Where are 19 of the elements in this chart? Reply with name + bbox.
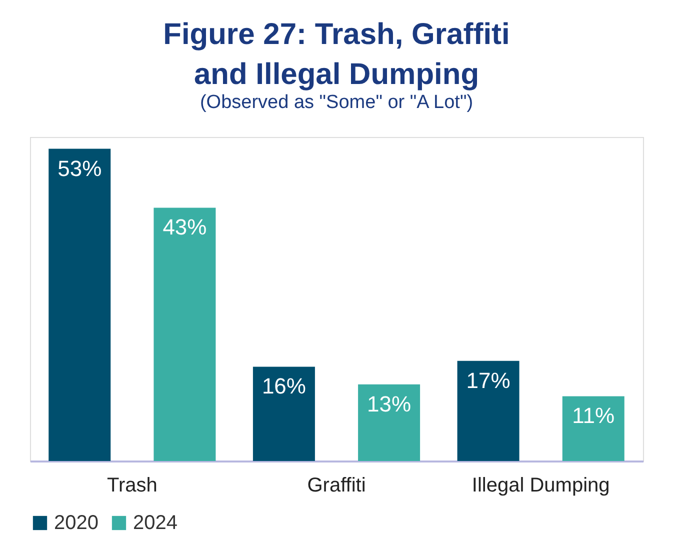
legend-label: 2024	[133, 512, 178, 534]
data-label: 11%	[572, 403, 615, 428]
bar	[562, 396, 624, 461]
x-tick-label: Graffiti	[307, 474, 366, 496]
data-label: 16%	[262, 374, 306, 399]
data-label: 17%	[466, 368, 510, 393]
legend-label: 2020	[54, 512, 98, 534]
bar	[154, 208, 216, 461]
x-tick-label: Illegal Dumping	[472, 474, 610, 496]
data-label: 43%	[162, 214, 207, 240]
chart-title: Figure 27: Trash, Graffiti and Illegal Dumping	[163, 18, 510, 91]
data-label: 53%	[58, 156, 102, 181]
bar	[252, 366, 315, 461]
chart-subtitle: (Observed as "Some" or "A Lot")	[200, 92, 474, 113]
data-label: 13%	[367, 391, 412, 416]
bar	[457, 360, 520, 461]
bar	[48, 148, 111, 461]
x-tick-label: Trash	[106, 474, 158, 496]
bar	[358, 384, 420, 461]
